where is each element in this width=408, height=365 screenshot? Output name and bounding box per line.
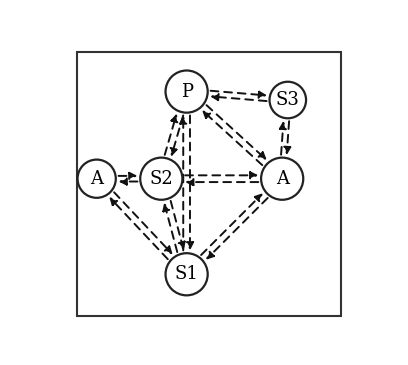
Text: A: A [276, 170, 289, 188]
Text: P: P [181, 82, 193, 101]
Text: S1: S1 [175, 265, 199, 283]
Circle shape [140, 158, 182, 200]
Circle shape [270, 82, 306, 118]
Text: S3: S3 [276, 91, 300, 109]
Circle shape [78, 160, 116, 198]
Circle shape [166, 70, 208, 113]
Circle shape [261, 158, 303, 200]
Text: S2: S2 [149, 170, 173, 188]
Circle shape [166, 253, 208, 295]
Text: A: A [90, 170, 103, 188]
